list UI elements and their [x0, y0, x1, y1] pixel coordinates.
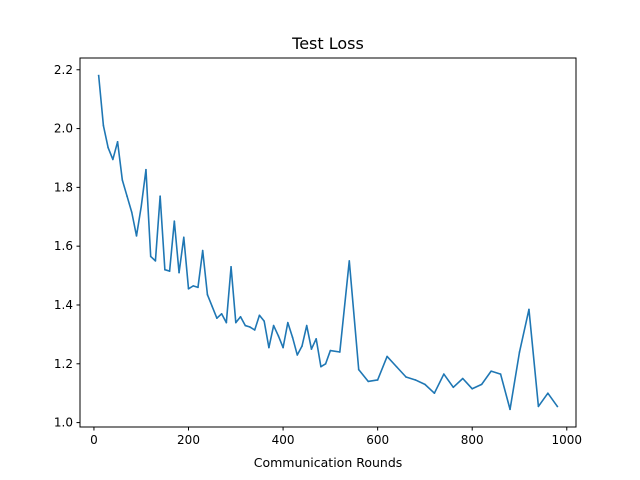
data-point [367, 380, 369, 383]
data-point [320, 365, 322, 368]
data-point [556, 405, 559, 408]
data-point [211, 305, 213, 308]
series-line [97, 74, 559, 411]
data-point [201, 249, 204, 252]
plot-frame [79, 57, 577, 428]
data-point [168, 270, 171, 272]
data-point [452, 386, 455, 389]
x-tick-label: 800 [461, 433, 484, 447]
data-point [547, 392, 549, 394]
data-point [414, 379, 417, 381]
data-point [537, 405, 540, 408]
data-point [220, 313, 223, 315]
data-point [305, 324, 308, 327]
data-point [357, 368, 360, 371]
data-point [140, 205, 143, 208]
data-point [499, 373, 502, 375]
data-point [471, 387, 474, 390]
x-axis: 0 200 400 600 800 1000 [90, 427, 582, 447]
data-point [296, 354, 299, 356]
data-point [154, 260, 157, 262]
data-point [329, 349, 332, 352]
data-point [395, 365, 398, 368]
data-point [197, 286, 199, 289]
data-point [443, 373, 445, 375]
data-point [230, 265, 232, 268]
y-tick-label: 1.0 [54, 416, 73, 430]
data-point [182, 236, 185, 239]
data-point [277, 335, 280, 337]
y-tick-label: 1.2 [54, 357, 73, 371]
x-tick-label: 1000 [552, 433, 583, 447]
series-layer [97, 74, 559, 411]
y-axis: 1.0 1.2 1.4 1.6 1.8 2.0 2.2 [54, 63, 80, 430]
data-point [97, 74, 100, 77]
y-tick-label: 1.4 [54, 298, 73, 312]
data-point [287, 321, 289, 324]
data-point [282, 346, 284, 349]
data-point [263, 320, 265, 322]
y-tick-label: 2.2 [54, 63, 73, 77]
data-point [116, 141, 119, 143]
data-point [518, 351, 521, 353]
data-point [268, 346, 270, 349]
data-point [301, 345, 303, 347]
data-point [225, 321, 228, 324]
data-point [187, 288, 190, 290]
data-point [490, 370, 492, 372]
data-point [173, 220, 176, 222]
y-tick-label: 1.6 [54, 239, 73, 253]
data-point [272, 324, 275, 327]
data-point [509, 408, 511, 411]
data-point [130, 211, 133, 214]
data-point [376, 379, 379, 381]
data-point [324, 362, 327, 365]
data-point [149, 255, 152, 258]
data-point [107, 146, 109, 149]
data-point [126, 195, 128, 197]
data-point [315, 337, 317, 340]
data-point [528, 308, 530, 311]
data-point [192, 285, 195, 287]
x-tick-label: 200 [177, 433, 200, 447]
data-point [253, 329, 256, 331]
data-point [216, 317, 218, 320]
data-point [235, 321, 237, 324]
data-point [424, 383, 426, 386]
data-point [348, 260, 351, 262]
data-point [121, 179, 124, 181]
x-tick-label: 0 [90, 433, 98, 447]
data-point [480, 383, 483, 386]
data-point [433, 392, 436, 394]
data-point [291, 336, 294, 339]
data-point [164, 268, 166, 271]
y-tick-label: 1.8 [54, 180, 73, 194]
data-point [159, 195, 161, 197]
data-point [249, 326, 251, 328]
data-point [339, 351, 341, 353]
data-point [386, 355, 388, 358]
data-point [244, 324, 247, 327]
data-point [135, 235, 138, 237]
data-point [112, 158, 114, 161]
data-point [310, 348, 313, 350]
data-point [239, 315, 242, 318]
x-axis-label: Communication Rounds [254, 455, 403, 470]
data-point [258, 314, 261, 317]
data-point [461, 377, 464, 380]
x-tick-label: 400 [272, 433, 295, 447]
data-point [405, 376, 407, 378]
data-point [206, 293, 209, 296]
x-tick-label: 600 [366, 433, 389, 447]
chart-title: Test Loss [291, 34, 364, 53]
data-point [178, 271, 180, 274]
y-tick-label: 2.0 [54, 122, 73, 136]
data-point [102, 124, 105, 127]
data-point [145, 168, 147, 171]
